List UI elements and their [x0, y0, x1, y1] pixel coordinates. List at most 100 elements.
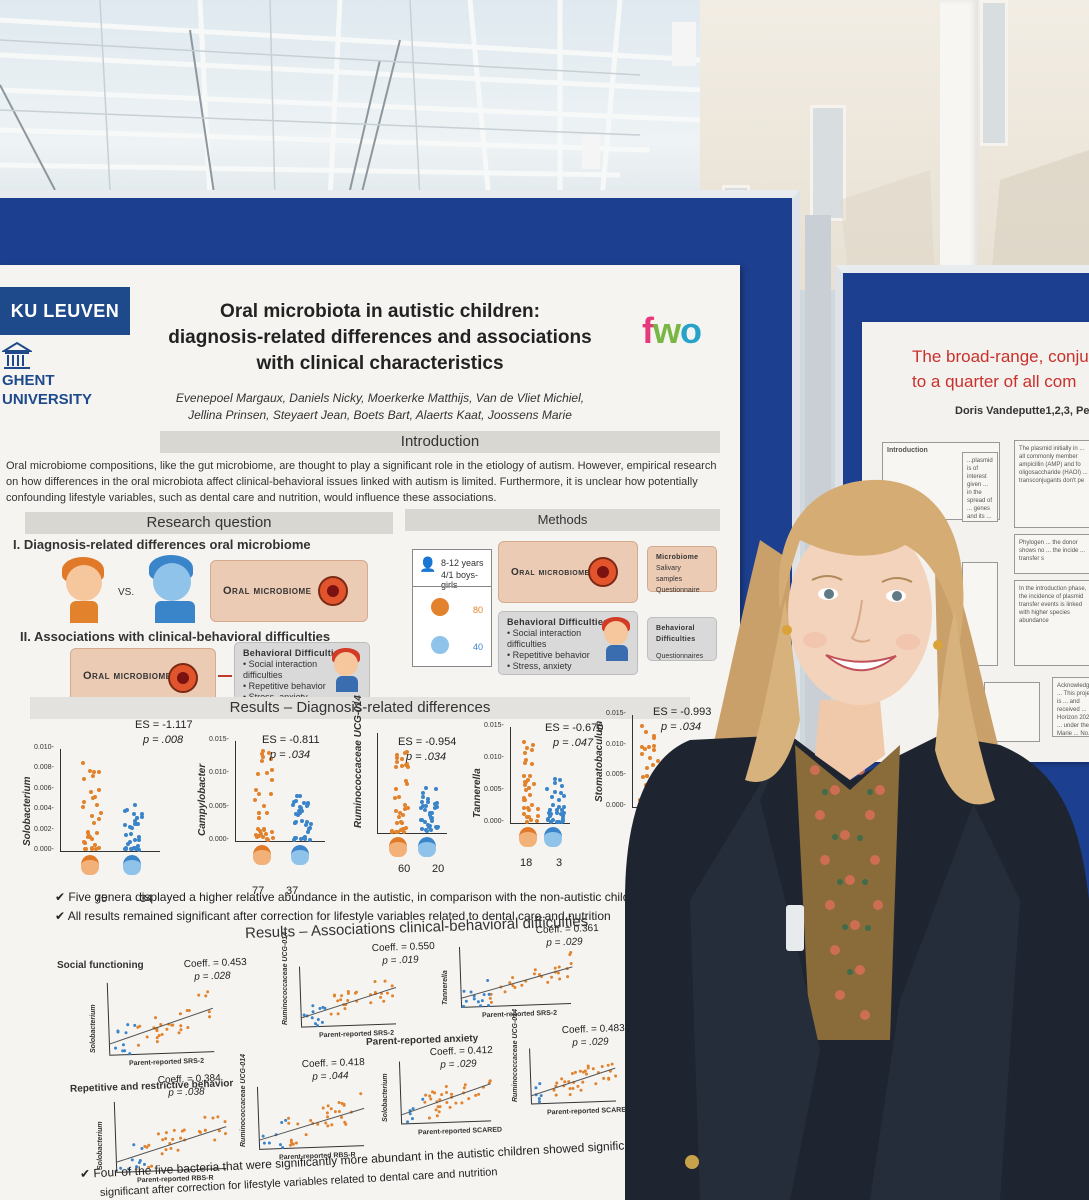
coefficient-value: Coeff. = 0.361 [535, 922, 599, 937]
data-point [82, 799, 87, 804]
data-point [298, 810, 303, 815]
data-point [264, 770, 269, 775]
p-value: p = .038 [168, 1086, 205, 1099]
data-point [268, 756, 273, 761]
data-point [538, 1097, 542, 1101]
data-point [305, 800, 310, 805]
data-point [269, 777, 274, 782]
behavioral-item: • Social interaction [243, 659, 318, 669]
sample-size: 77 [252, 885, 265, 897]
data-point [490, 992, 494, 997]
data-point [438, 1104, 442, 1109]
data-point [94, 846, 99, 851]
second-poster-intro-heading: Introduction [887, 447, 928, 454]
data-point [524, 745, 529, 750]
n-control: 40 [473, 642, 484, 652]
data-point [423, 820, 428, 825]
genus-label: Ruminococcaceae UCG-014 [353, 695, 364, 828]
data-point [522, 797, 527, 802]
conclusion-check-1: ✔ Five genera displayed a higher relativ… [55, 890, 647, 904]
social-functioning-label: Social functioning [57, 960, 144, 971]
data-point [556, 971, 560, 975]
data-point [408, 1112, 412, 1116]
poster-title-line: diagnosis-related differences and associ… [168, 327, 592, 348]
data-point [404, 761, 409, 766]
association-arrow-icon [218, 675, 232, 677]
data-point [465, 999, 469, 1003]
data-point [561, 816, 566, 821]
scatter-y-label: Ruminococcaceae UCG-014 [512, 1009, 519, 1102]
data-point [310, 1016, 315, 1020]
data-point [132, 822, 137, 827]
data-point [558, 964, 562, 969]
y-tick-label: 0.010- [484, 754, 504, 761]
effect-size-value: ES = -0.993 [653, 706, 712, 718]
salivary-samples: Salivary samples [656, 565, 683, 583]
second-poster-ack-box: Acknowledge ... This project is ... and … [1052, 677, 1089, 737]
data-point [83, 841, 88, 846]
effect-size: ES = -0.670 p = .047 [545, 721, 603, 751]
data-point [160, 1033, 165, 1037]
data-point [561, 811, 566, 816]
data-point [560, 807, 565, 812]
data-point [547, 807, 552, 812]
data-point [561, 813, 566, 818]
y-tick-label: 0.000- [34, 846, 54, 853]
data-point [254, 787, 259, 792]
autistic-child-icon [519, 827, 537, 847]
data-point [526, 806, 531, 811]
data-point [529, 818, 534, 823]
data-point [178, 1024, 182, 1028]
data-point [527, 814, 532, 819]
data-point [93, 842, 98, 847]
oral-microbiome-label: Oral microbiome [223, 585, 312, 597]
data-point [524, 779, 529, 784]
data-point [534, 968, 538, 972]
coefficient-value: Coeff. = 0.550 [371, 940, 435, 955]
data-point [254, 835, 259, 840]
data-point [521, 774, 526, 779]
data-point [177, 1031, 181, 1035]
data-point [254, 833, 259, 838]
behavioral-item: • Social interaction [507, 628, 582, 638]
behavior-questionnaire-box: Behavioral Difficulties Questionnaires [647, 617, 717, 661]
data-point [321, 1106, 325, 1110]
dot-plot [377, 733, 447, 834]
data-point [136, 847, 141, 852]
data-point [434, 804, 439, 809]
open-mouth-icon [588, 557, 618, 587]
data-point [215, 1115, 219, 1119]
y-tick-label: 0.006- [34, 784, 54, 792]
data-point [445, 1100, 449, 1104]
dot-plot [510, 727, 570, 824]
data-point [524, 819, 529, 824]
data-point [127, 825, 132, 830]
second-poster-title-line: to a quarter of all com [912, 372, 1077, 391]
data-point [304, 822, 309, 827]
data-point [96, 845, 101, 850]
data-point [661, 797, 666, 802]
data-point [554, 811, 559, 816]
scatter-plot [106, 979, 215, 1056]
data-point [291, 800, 296, 805]
data-point [204, 994, 208, 998]
data-point [203, 1115, 207, 1119]
data-point [160, 1152, 164, 1156]
data-point [545, 818, 550, 823]
data-point [340, 1102, 344, 1106]
data-point [156, 1040, 160, 1044]
y-tick-label: 0.010- [34, 744, 54, 751]
main-poster: KU LEUVEN GHENT UNIVERSITY fwo Oral micr… [0, 265, 740, 1200]
behavioral-difficulties-title: Behavioral Difficulties [507, 617, 609, 627]
introduction-text: Oral microbiome compositions, like the g… [6, 460, 717, 504]
data-point [296, 813, 301, 818]
y-tick-label: 0.000- [484, 818, 504, 825]
data-point [398, 828, 403, 833]
second-poster: The broad-range, conju to a quarter of a… [862, 322, 1089, 762]
coefficient: Coeff. = 0.361 p = .029 [536, 922, 600, 950]
data-point [169, 1146, 173, 1151]
data-point [641, 775, 646, 780]
y-tick-label: 0.005- [484, 786, 504, 793]
genus-label: Solobacterium [22, 776, 33, 846]
data-point [529, 747, 534, 752]
